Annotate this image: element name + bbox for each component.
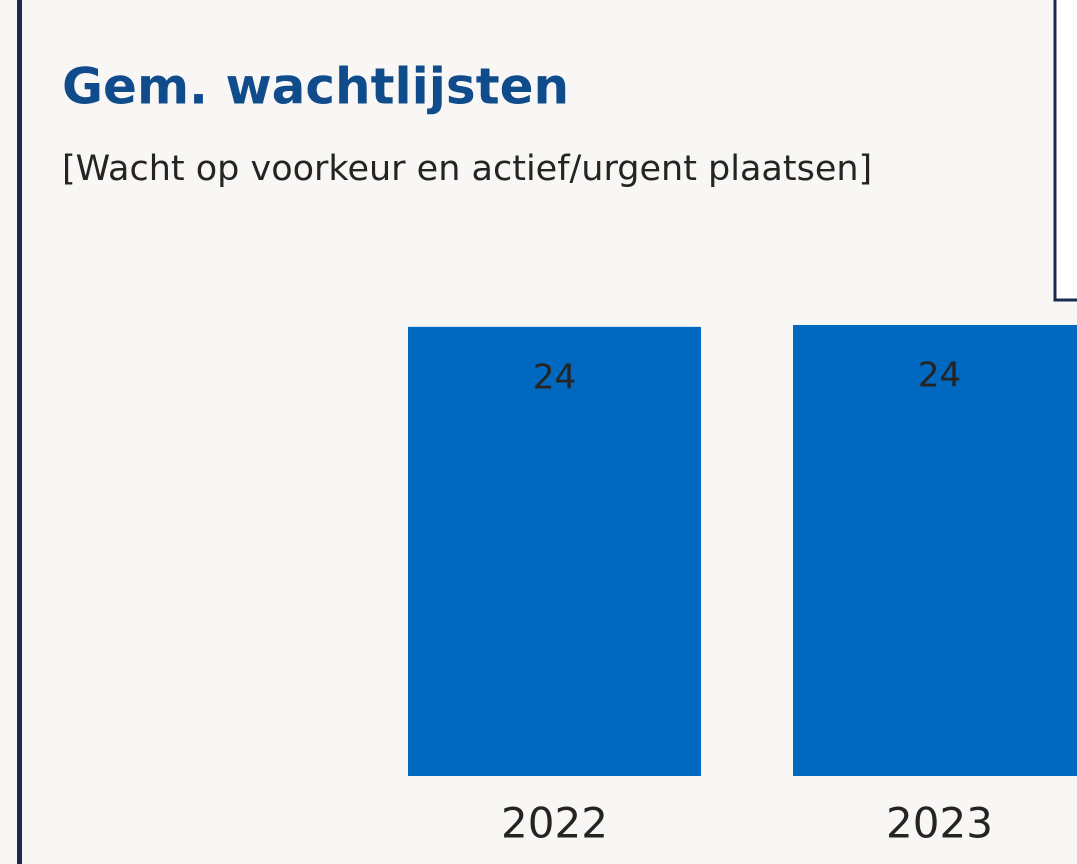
- frame-border: [17, 0, 22, 864]
- chart-title: Gem. wachtlijsten: [62, 58, 569, 116]
- data-label: 24: [533, 357, 576, 397]
- tooltip: [1053, 0, 1077, 302]
- x-tick-label: 2022: [501, 799, 608, 848]
- bar: [408, 326, 701, 776]
- x-tick-label: 2023: [886, 799, 993, 848]
- data-label: 24: [918, 356, 961, 396]
- chart-subtitle: [Wacht op voorkeur en actief/urgent plaa…: [62, 149, 872, 189]
- bar: [793, 325, 1077, 776]
